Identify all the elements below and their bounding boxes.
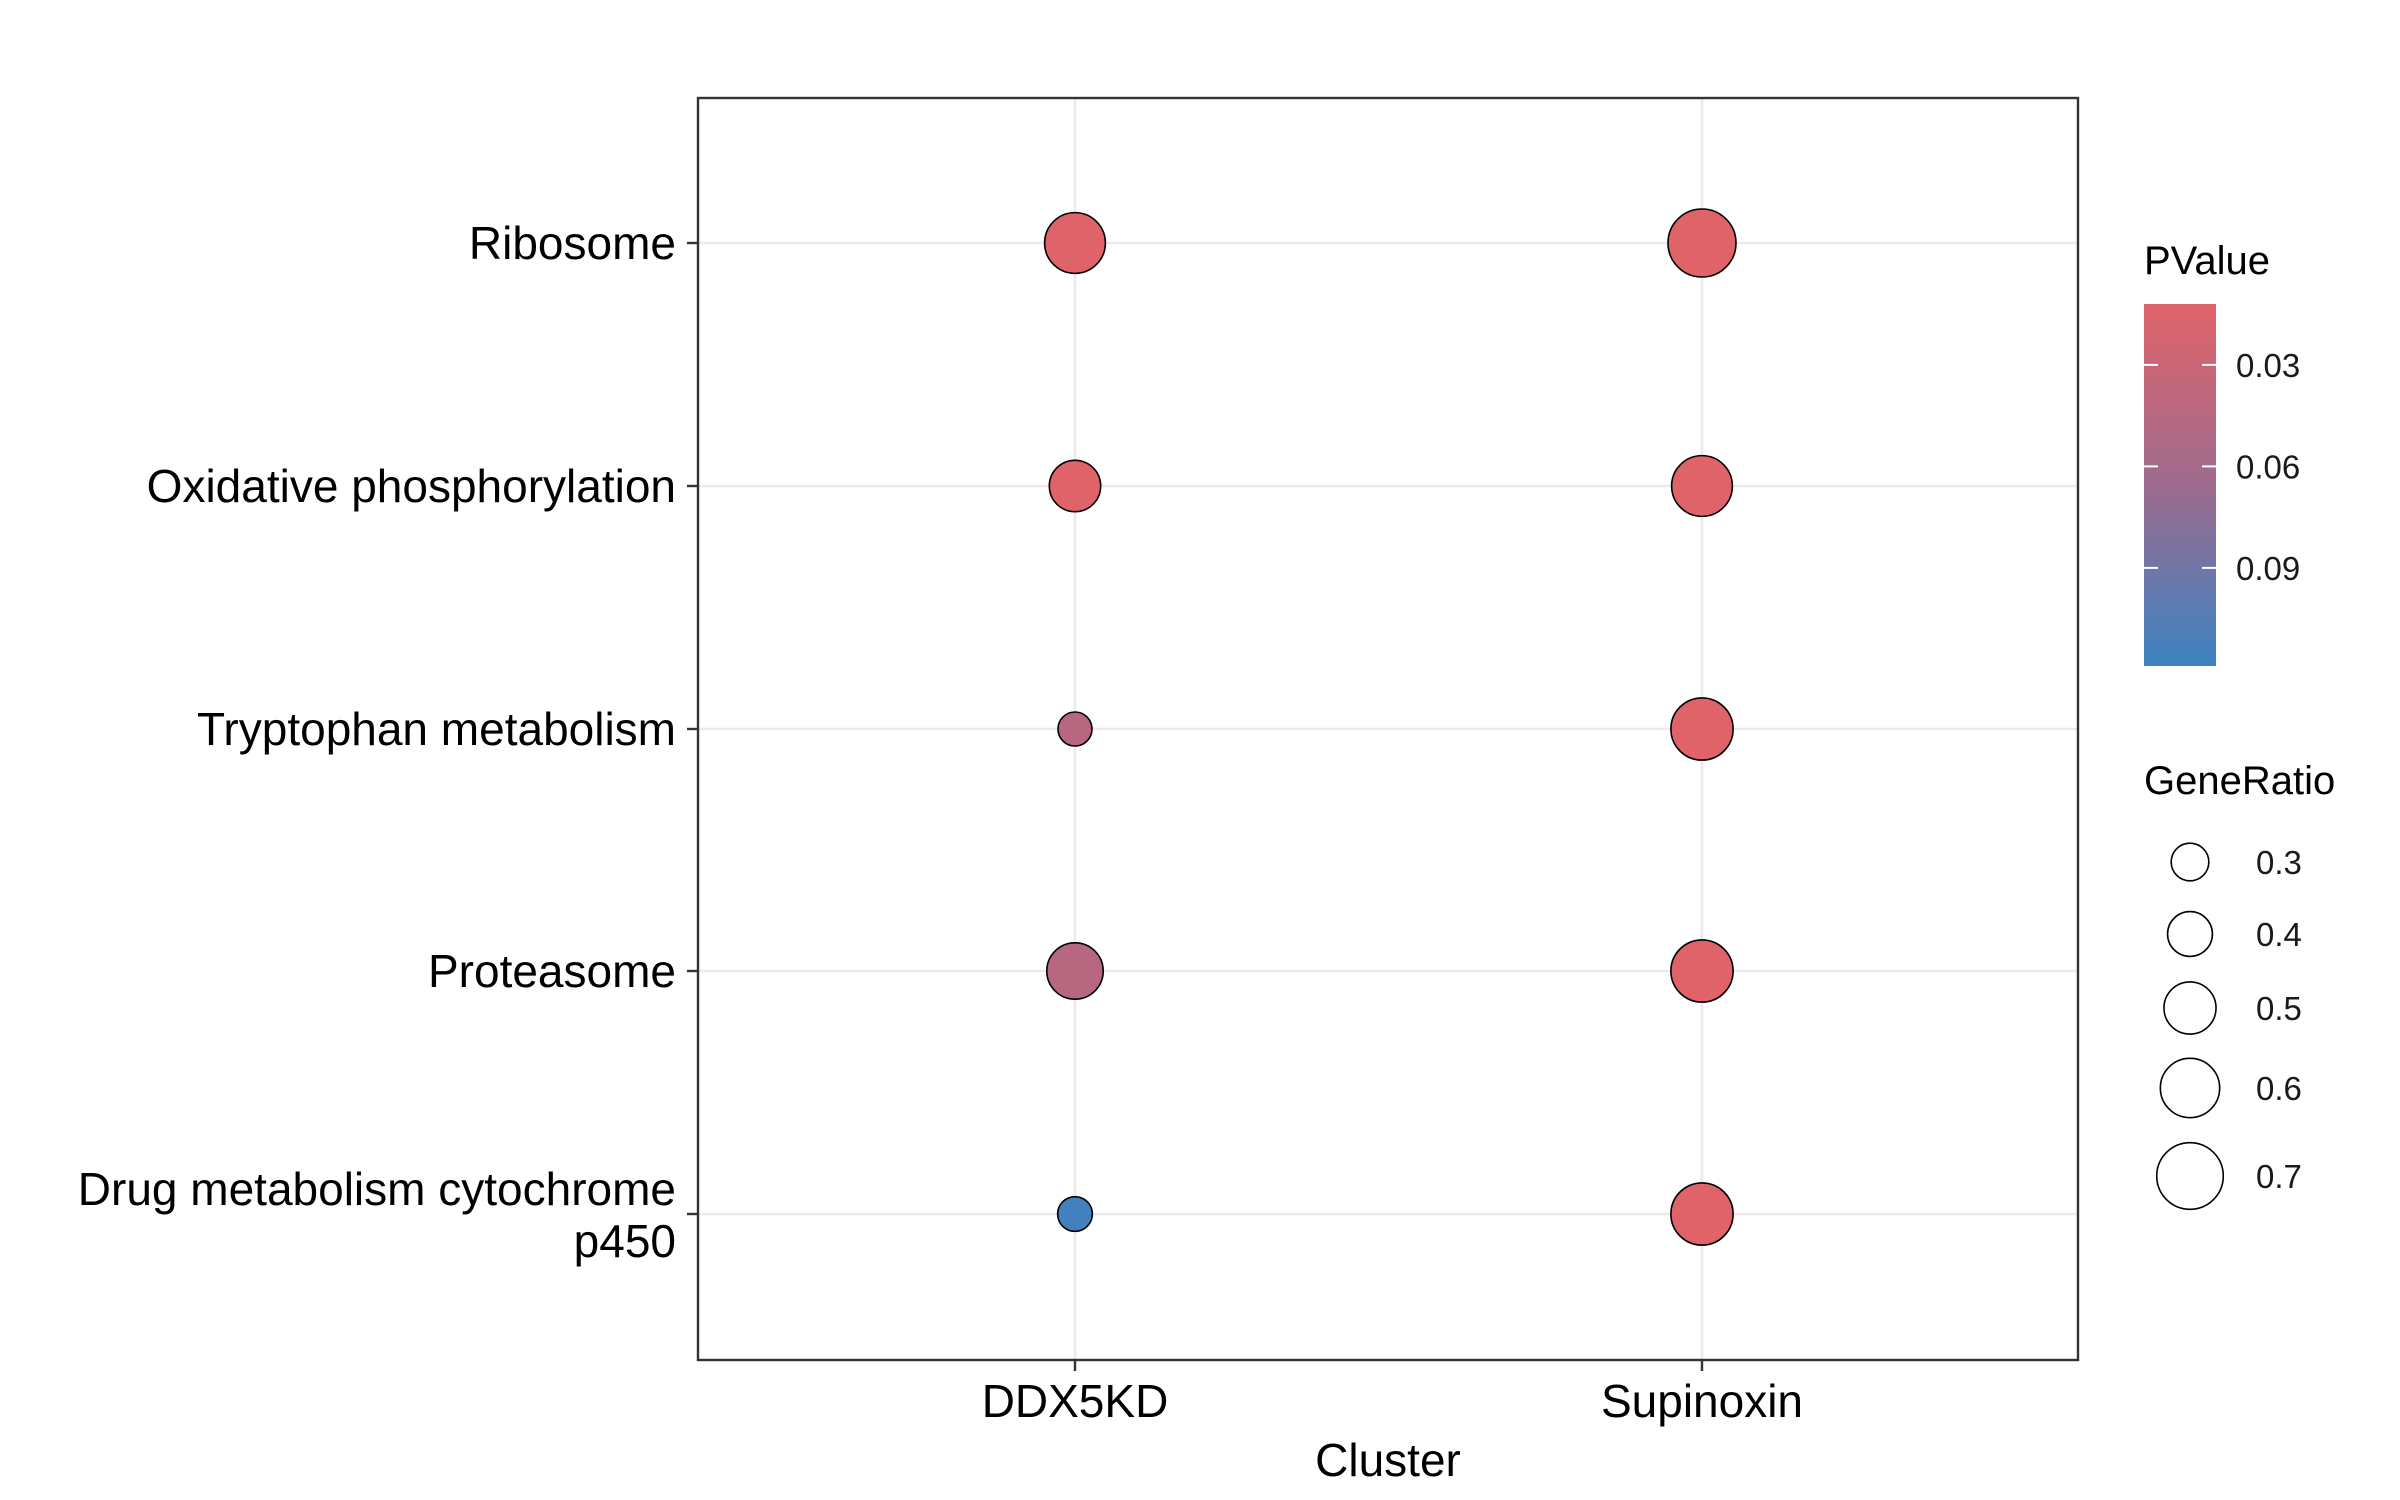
legend-generatio-label-1: 0.4 [2256, 916, 2302, 953]
point-supinoxin-0 [1667, 208, 1737, 278]
y-tick-label-0: Ribosome [469, 217, 676, 269]
y-tick-label-1: Oxidative phosphorylation [147, 460, 676, 512]
legend-generatio-label-3: 0.6 [2256, 1070, 2302, 1107]
point-ddx5kd-3 [1045, 941, 1105, 1001]
legend-generatio-title: GeneRatio [2144, 759, 2335, 803]
point-supinoxin-1 [1670, 454, 1734, 518]
point-ddx5kd-1 [1048, 459, 1102, 513]
y-tick-label-3: Proteasome [428, 945, 676, 997]
point-supinoxin-3 [1670, 939, 1734, 1003]
legend-pvalue-label-0: 0.03 [2236, 347, 2300, 384]
x-axis-title: Cluster [1315, 1434, 1461, 1486]
legend-pvalue: PValue 0.03 0.06 0.09 [2144, 239, 2300, 666]
legend-generatio-key-2 [2163, 981, 2217, 1035]
legend-pvalue-label-1: 0.06 [2236, 448, 2300, 485]
legend-generatio-label-0: 0.3 [2256, 844, 2302, 881]
data-points [1043, 208, 1737, 1246]
x-tick-label-0: DDX5KD [982, 1375, 1169, 1427]
legend-generatio-label-2: 0.5 [2256, 990, 2302, 1027]
y-tick-label-4-line-1: p450 [574, 1215, 676, 1267]
y-tick-label-4-line-0: Drug metabolism cytochrome [78, 1163, 676, 1215]
legend-generatio-key-3 [2159, 1057, 2221, 1119]
legend-generatio: GeneRatio 0.3 0.4 0.5 0.6 0.7 [2144, 759, 2335, 1211]
axes: Ribosome Oxidative phosphorylation Tryptop… [78, 217, 1803, 1427]
point-ddx5kd-4 [1056, 1195, 1094, 1233]
x-tick-label-1: Supinoxin [1601, 1375, 1803, 1427]
legend-generatio-label-4: 0.7 [2256, 1158, 2302, 1195]
legend-pvalue-title: PValue [2144, 239, 2270, 283]
legend-pvalue-label-2: 0.09 [2236, 550, 2300, 587]
legend-generatio-key-0 [2170, 842, 2210, 882]
point-ddx5kd-2 [1057, 711, 1093, 747]
point-ddx5kd-0 [1043, 211, 1107, 275]
y-tick-label-2: Tryptophan metabolism [197, 703, 676, 755]
legend-generatio-key-1 [2166, 910, 2214, 958]
legend-generatio-key-4 [2155, 1141, 2225, 1211]
legend-pvalue-colorbar [2144, 304, 2216, 666]
point-supinoxin-2 [1670, 697, 1734, 761]
point-supinoxin-4 [1670, 1182, 1734, 1246]
